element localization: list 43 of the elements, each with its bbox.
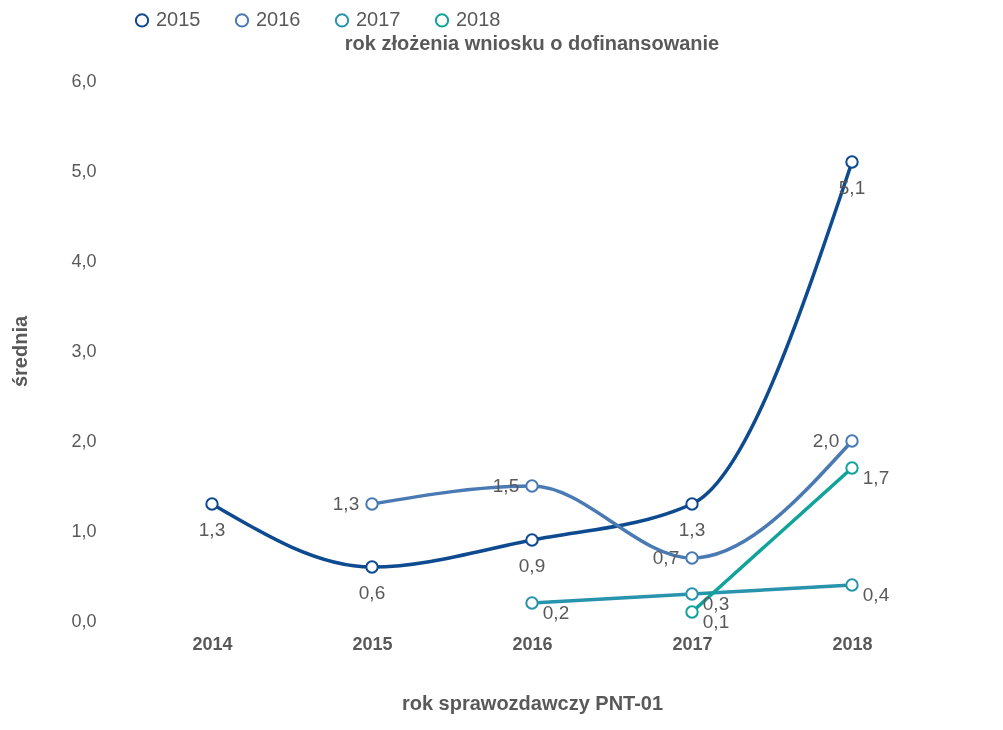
x-tick-label: 2014: [192, 633, 233, 654]
point: [525, 533, 539, 547]
point: [685, 605, 699, 619]
point: [525, 596, 539, 610]
data-label: 0,6: [358, 582, 386, 603]
x-tick-label: 2016: [512, 633, 553, 654]
x-tick-label: 2015: [352, 633, 393, 654]
point: [845, 578, 859, 592]
y-tick-label: 5,0: [71, 160, 97, 181]
point: [845, 155, 859, 169]
data-label: 1,7: [862, 467, 890, 488]
data-label: 2,0: [812, 430, 840, 451]
legend-label: 2018: [456, 8, 501, 31]
data-label: 0,2: [542, 602, 570, 623]
data-label: 1,3: [678, 519, 706, 540]
point: [685, 551, 699, 565]
x-axis-title: rok sprawozdawczy PNT-01: [401, 691, 664, 714]
y-tick-label: 0,0: [71, 610, 97, 631]
point: [365, 497, 379, 511]
legend-label: 2017: [356, 8, 401, 31]
point: [365, 560, 379, 574]
point: [525, 479, 539, 493]
y-axis-title: średnia: [9, 315, 32, 388]
data-label: 0,4: [862, 584, 890, 605]
data-label: 0,3: [702, 593, 730, 614]
data-label: 1,3: [198, 519, 226, 540]
x-tick-label: 2017: [672, 633, 713, 654]
y-tick-label: 2,0: [71, 430, 97, 451]
data-label: 1,3: [332, 493, 360, 514]
y-tick-label: 3,0: [71, 340, 97, 361]
point: [845, 434, 859, 448]
point: [685, 587, 699, 601]
data-label: 0,9: [518, 555, 546, 576]
chart-title: rok złożenia wniosku o dofinansowanie: [344, 32, 720, 54]
legend-label: 2015: [156, 8, 201, 31]
x-tick-label: 2018: [832, 633, 873, 654]
point: [845, 461, 859, 475]
point: [685, 497, 699, 511]
y-tick-label: 4,0: [71, 250, 97, 271]
point: [205, 497, 219, 511]
y-tick-label: 6,0: [71, 70, 97, 91]
y-tick-label: 1,0: [71, 520, 97, 541]
legend-label: 2016: [256, 8, 301, 31]
